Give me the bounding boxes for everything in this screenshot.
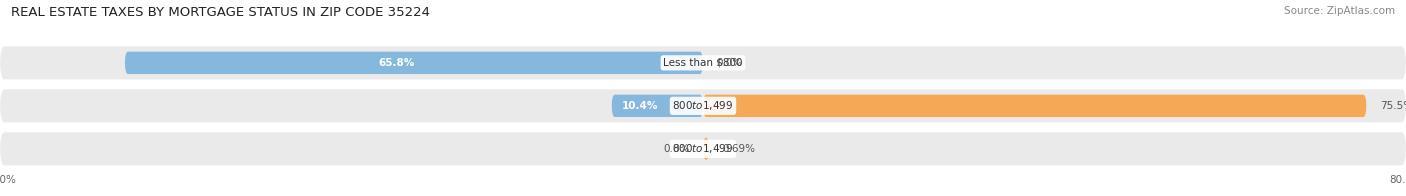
Text: $800 to $1,499: $800 to $1,499 xyxy=(672,142,734,155)
Text: 0.0%: 0.0% xyxy=(716,58,742,68)
FancyBboxPatch shape xyxy=(612,95,703,117)
Text: 10.4%: 10.4% xyxy=(621,101,658,111)
Text: Source: ZipAtlas.com: Source: ZipAtlas.com xyxy=(1284,6,1395,16)
FancyBboxPatch shape xyxy=(703,95,1367,117)
Text: 0.0%: 0.0% xyxy=(664,144,690,154)
FancyBboxPatch shape xyxy=(125,52,703,74)
Text: 75.5%: 75.5% xyxy=(1379,101,1406,111)
Text: Less than $800: Less than $800 xyxy=(664,58,742,68)
Text: $800 to $1,499: $800 to $1,499 xyxy=(672,99,734,112)
FancyBboxPatch shape xyxy=(0,46,1406,79)
FancyBboxPatch shape xyxy=(0,89,1406,122)
FancyBboxPatch shape xyxy=(0,132,1406,165)
Text: 0.69%: 0.69% xyxy=(723,144,755,154)
Text: 65.8%: 65.8% xyxy=(378,58,415,68)
FancyBboxPatch shape xyxy=(703,138,709,160)
Text: REAL ESTATE TAXES BY MORTGAGE STATUS IN ZIP CODE 35224: REAL ESTATE TAXES BY MORTGAGE STATUS IN … xyxy=(11,6,430,19)
